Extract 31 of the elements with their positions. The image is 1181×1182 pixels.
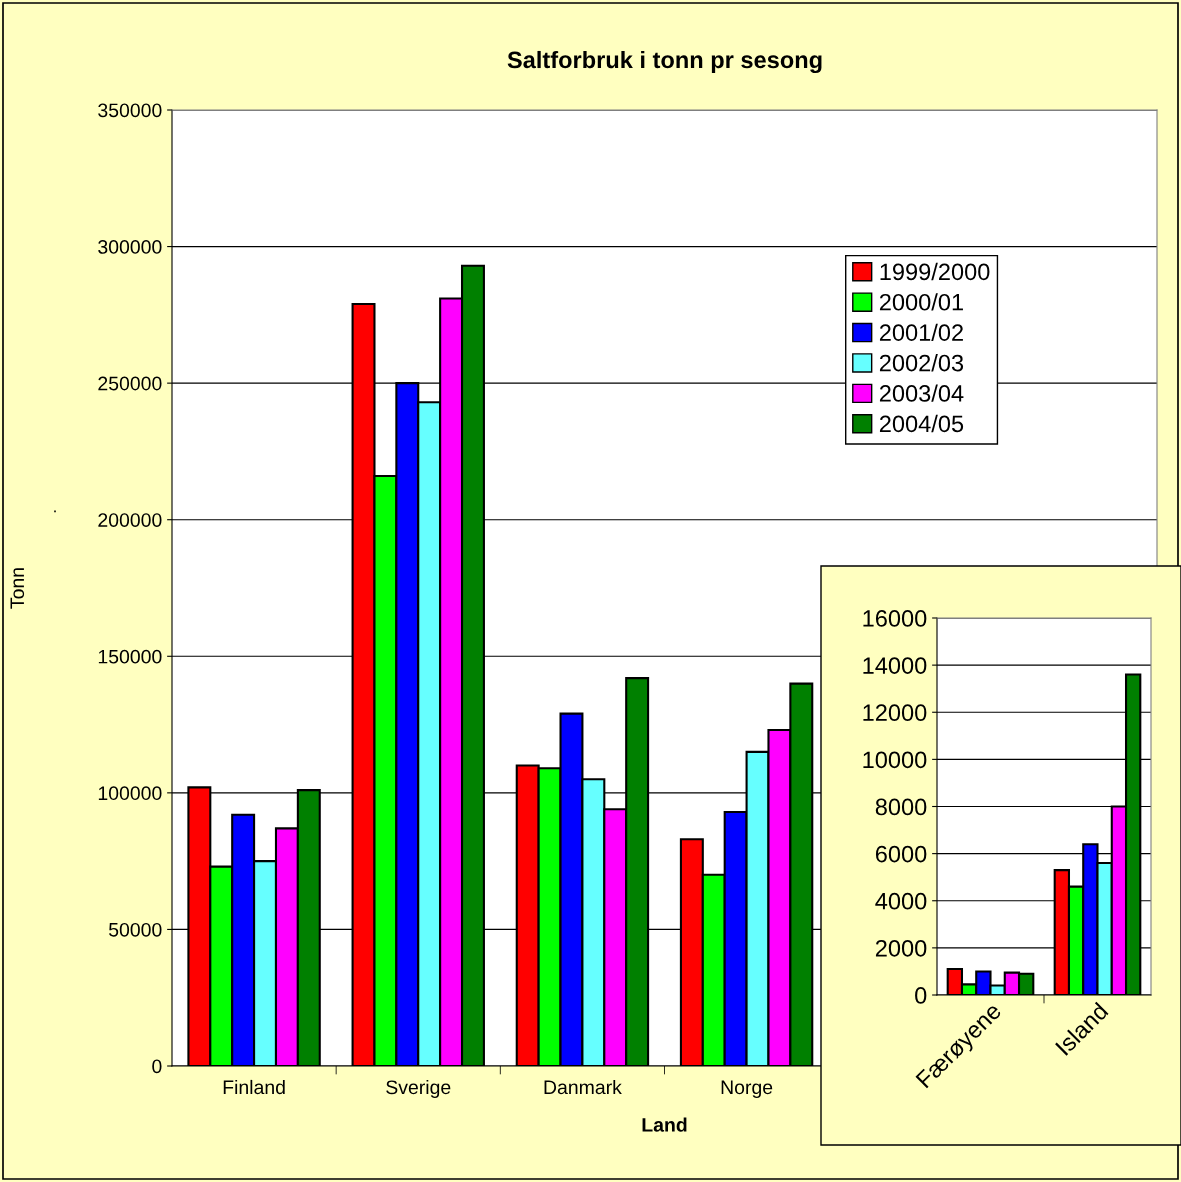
x-axis-title: Land [642, 1117, 687, 1132]
y-tick-label: 2000 [875, 939, 927, 957]
y-tick-label: 10000 [863, 751, 927, 769]
y-tick-label: 0 [152, 1059, 162, 1074]
legend-label: 2001/02 [879, 323, 963, 341]
y-tick-label: 50000 [108, 922, 162, 937]
text: . [54, 510, 56, 513]
x-tick-label: Sverige [386, 1079, 451, 1099]
legend-label: 2000/01 [879, 293, 963, 311]
y-tick-label: 16000 [863, 610, 927, 627]
x-tick-label: Danmark [544, 1079, 622, 1095]
y-tick-label: 200000 [98, 513, 162, 527]
y-tick-label: 350000 [98, 103, 162, 118]
legend-label: 2004/05 [879, 414, 964, 433]
y-tick-label: 14000 [863, 657, 927, 674]
y-tick-label: 6000 [875, 845, 927, 863]
y-tick-label: 250000 [98, 376, 162, 391]
y-tick-label: 12000 [863, 704, 927, 722]
y-tick-label: 100000 [98, 786, 162, 801]
x-tick-label: Finland [223, 1079, 285, 1095]
y-tick-label: 8000 [875, 798, 927, 816]
legend-label: 2002/03 [879, 354, 964, 372]
y-axis-title: Tonn [10, 568, 25, 609]
y-tick-label: 4000 [875, 892, 927, 910]
y-tick-label: 0 [915, 987, 927, 1004]
chart-title: Saltforbruk i tonn pr sesong [507, 50, 822, 74]
x-tick-label: Norge [721, 1080, 773, 1099]
y-tick-label: 300000 [98, 240, 162, 254]
legend-label: 2003/04 [879, 384, 964, 402]
legend-label: 1999/2000 [880, 262, 990, 281]
y-tick-label: 150000 [98, 649, 162, 664]
